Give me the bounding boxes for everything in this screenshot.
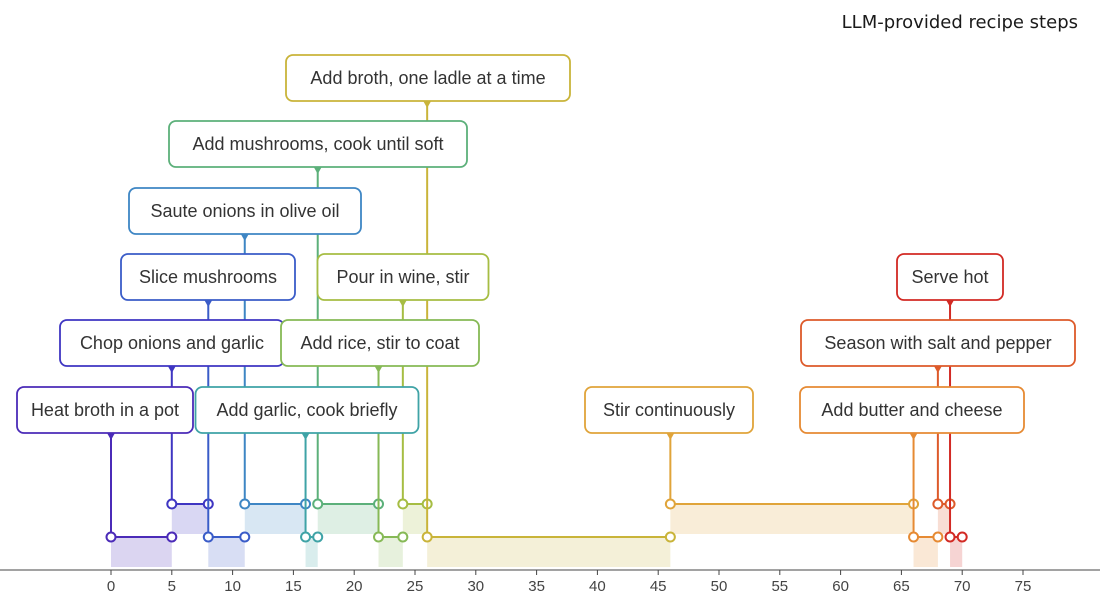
- step-label: Chop onions and garlic: [80, 333, 264, 353]
- start-marker: [664, 498, 676, 510]
- step-box: [285, 54, 571, 102]
- start-marker: [421, 531, 433, 543]
- end-marker: [166, 531, 178, 543]
- duration-band: [244, 504, 306, 534]
- step-label: Stir continuously: [603, 400, 735, 420]
- step-label: Add mushrooms, cook until soft: [192, 134, 443, 154]
- end-marker: [239, 531, 251, 543]
- duration-band: [171, 504, 209, 534]
- page-title: LLM-provided recipe steps: [842, 12, 1078, 33]
- step-box: [280, 319, 480, 367]
- step-box: [120, 253, 296, 301]
- x-tick-label: 45: [650, 578, 667, 595]
- leader-arrow: [313, 167, 322, 174]
- duration-band: [317, 504, 379, 534]
- x-tick-label: 70: [954, 578, 971, 595]
- step-label: Pour in wine, stir: [336, 267, 469, 287]
- x-tick-label: 55: [771, 578, 788, 595]
- x-tick-label: 10: [224, 578, 241, 595]
- leader-arrow: [167, 366, 176, 373]
- start-marker: [397, 498, 409, 510]
- leader-arrow: [423, 101, 432, 108]
- leader-arrow: [107, 433, 115, 440]
- x-tick-label: 50: [711, 578, 728, 595]
- start-marker: [908, 531, 920, 543]
- leader-arrow: [666, 433, 675, 440]
- step-label: Add rice, stir to coat: [300, 333, 459, 353]
- leader-arrow: [204, 300, 213, 307]
- step-label: Add garlic, cook briefly: [216, 400, 397, 420]
- x-axis: 0 5 10 15 20 25 30 35 40 45 50 55 60 65 70 75: [0, 569, 1100, 595]
- start-marker: [105, 531, 117, 543]
- start-marker: [166, 498, 178, 510]
- x-tick-label: 30: [467, 578, 484, 595]
- duration-band: [111, 537, 172, 567]
- end-marker: [932, 531, 944, 543]
- duration-band: [913, 537, 938, 567]
- step-box: [584, 386, 754, 434]
- duration-band: [937, 504, 951, 534]
- step-box: [799, 386, 1025, 434]
- end-marker: [312, 531, 324, 543]
- duration-band: [208, 537, 245, 567]
- start-marker: [202, 531, 214, 543]
- duration-band: [305, 537, 318, 567]
- x-tick-label: 0: [107, 578, 115, 595]
- step-box: [896, 253, 1004, 301]
- x-tick-label: 25: [407, 578, 424, 595]
- step-label: Add butter and cheese: [821, 400, 1002, 420]
- start-marker: [239, 498, 251, 510]
- leader-arrow: [946, 300, 955, 307]
- leader-arrow: [374, 366, 383, 373]
- duration-band: [950, 537, 963, 567]
- step-box: [316, 253, 490, 301]
- x-tick-label: 5: [168, 578, 176, 595]
- end-marker: [956, 531, 968, 543]
- x-tick-label: 75: [1015, 578, 1032, 595]
- start-marker: [300, 531, 312, 543]
- x-tick-label: 65: [893, 578, 910, 595]
- step-label: Slice mushrooms: [139, 267, 277, 287]
- duration-band: [378, 537, 403, 567]
- duration-bands: [111, 504, 963, 567]
- step-labels: Heat broth in a pot Chop onions and garli…: [16, 54, 1076, 434]
- step-label: Serve hot: [911, 267, 988, 287]
- step-box: [168, 120, 468, 168]
- step-label: Heat broth in a pot: [31, 400, 179, 420]
- start-marker: [944, 531, 956, 543]
- step-label: Saute onions in olive oil: [150, 201, 339, 221]
- end-marker: [664, 531, 676, 543]
- duration-band: [670, 504, 914, 534]
- start-marker: [373, 531, 385, 543]
- start-marker: [312, 498, 324, 510]
- step-label: Season with salt and pepper: [824, 333, 1051, 353]
- leader-arrow: [301, 433, 310, 440]
- x-tick-label: 15: [285, 578, 302, 595]
- leader-arrow: [933, 366, 942, 373]
- x-tick-label: 20: [346, 578, 363, 595]
- x-tick-label: 60: [832, 578, 849, 595]
- end-marker: [397, 531, 409, 543]
- step-box: [16, 386, 194, 434]
- step-box: [194, 386, 420, 434]
- step-box: [800, 319, 1076, 367]
- x-tick-label: 40: [589, 578, 606, 595]
- leader-arrow: [398, 300, 407, 307]
- duration-band: [402, 504, 428, 534]
- leader-arrow: [909, 433, 918, 440]
- x-tick-label: 35: [528, 578, 545, 595]
- step-box: [128, 187, 362, 235]
- start-marker: [932, 498, 944, 510]
- duration-band: [427, 537, 671, 567]
- leader-arrow: [240, 234, 249, 241]
- step-label: Add broth, one ladle at a time: [310, 68, 545, 88]
